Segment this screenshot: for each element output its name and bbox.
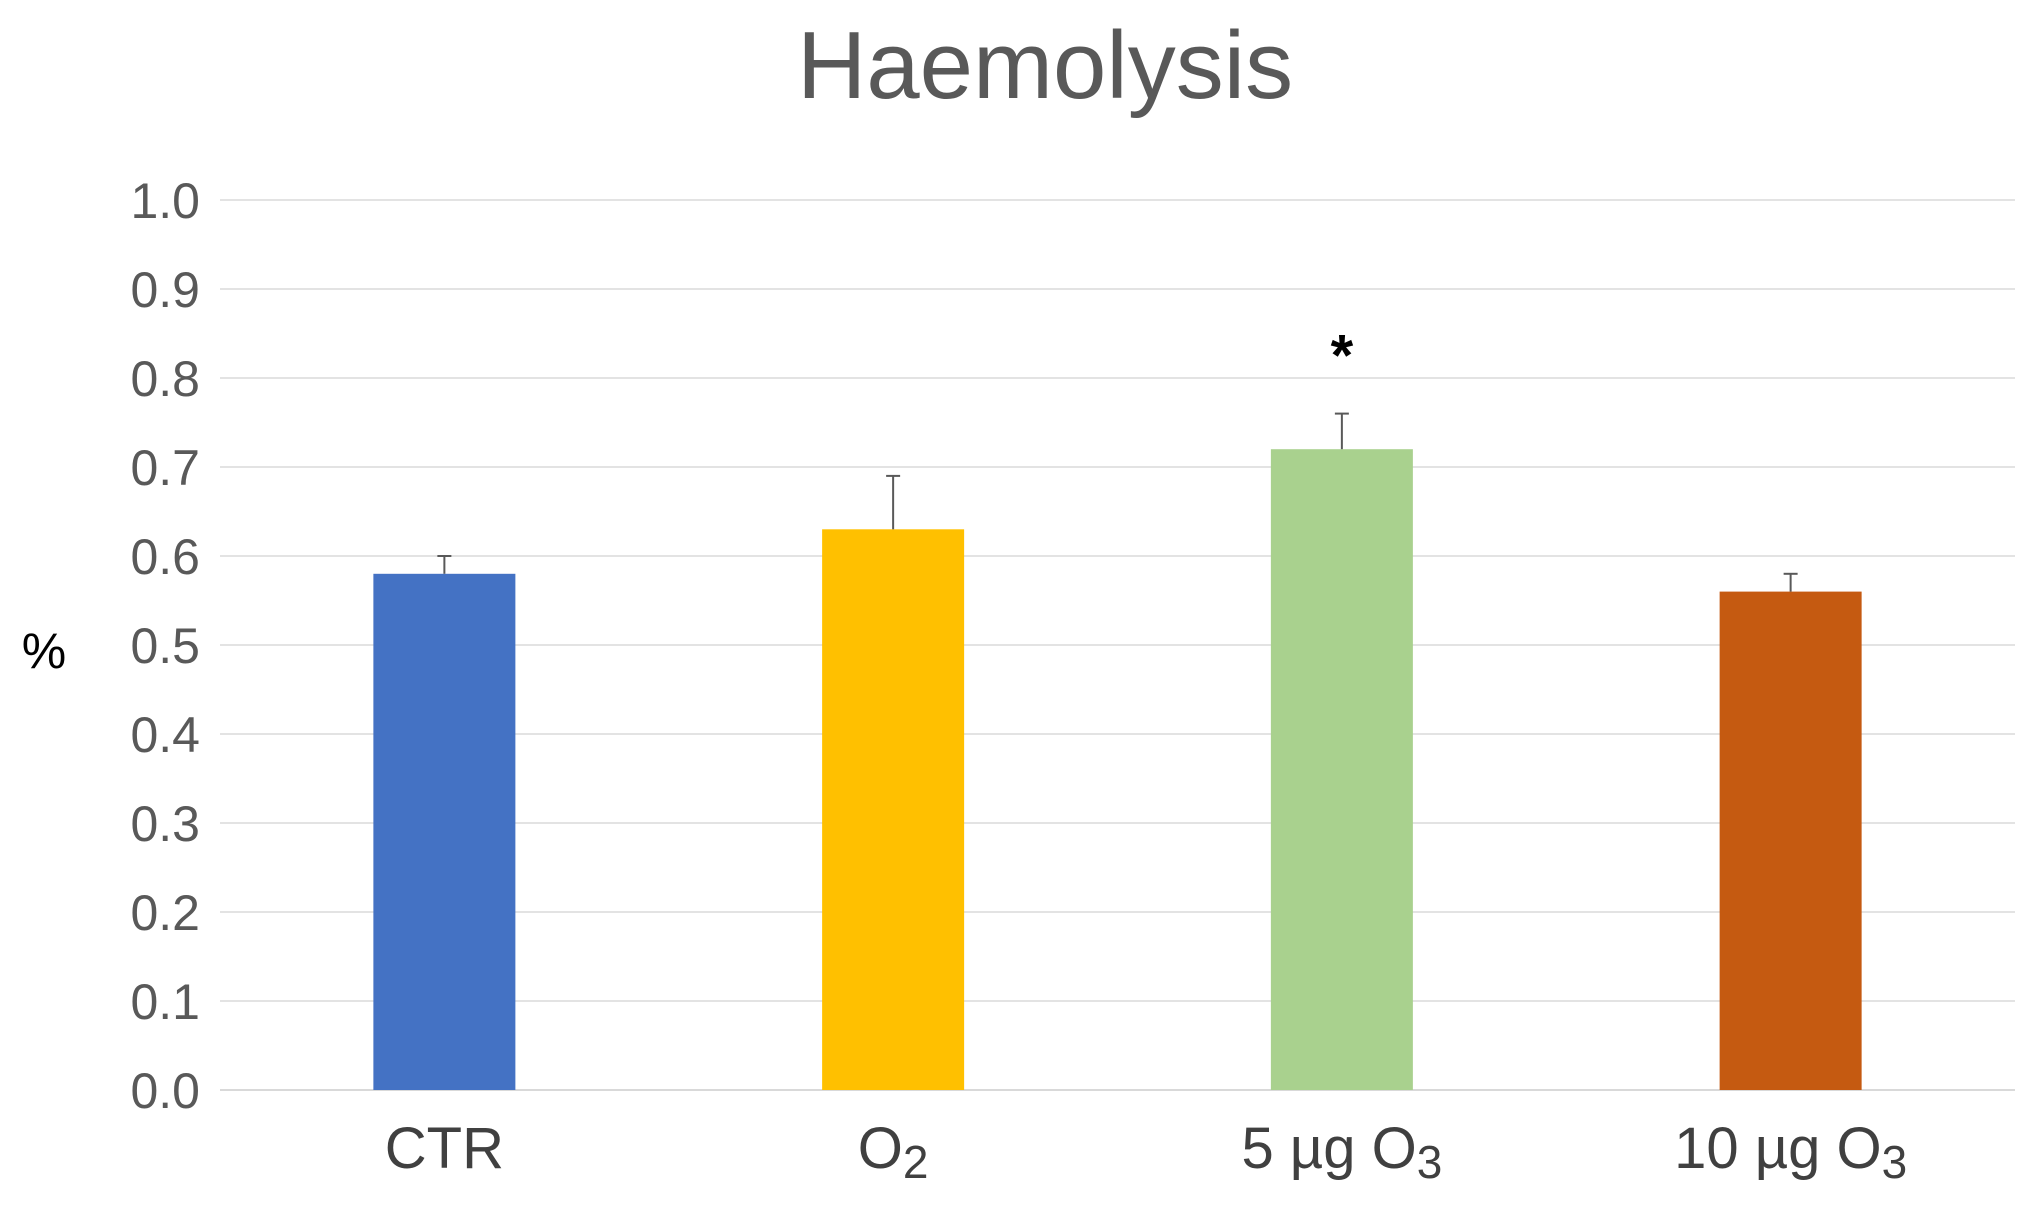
error-bar [1334, 412, 1349, 450]
error-bars [437, 412, 1798, 592]
y-tick-label: 0.9 [130, 262, 200, 318]
bar [1270, 449, 1413, 1090]
bar [373, 573, 516, 1090]
x-tick-label: O2 [858, 1116, 929, 1188]
bar [822, 529, 965, 1090]
y-tick-label: 0.6 [130, 529, 200, 585]
error-bar [437, 555, 452, 574]
x-axis-ticks: CTR O2 5 µg O3 10 µg O3 [385, 1116, 1907, 1188]
bar [1719, 591, 1862, 1090]
y-tick-label: 0.0 [130, 1063, 200, 1119]
y-tick-label: 0.8 [130, 351, 200, 407]
y-tick-label: 0.1 [130, 974, 200, 1030]
y-axis-label: % [22, 623, 66, 679]
gridlines [220, 199, 2015, 1091]
x-tick-label: 10 µg O3 [1674, 1116, 1907, 1188]
error-bar [1783, 572, 1798, 592]
y-tick-label: 0.3 [130, 796, 200, 852]
y-tick-label: 1.0 [130, 173, 200, 229]
y-tick-label: 0.7 [130, 440, 200, 496]
annotations: * [1331, 324, 1354, 389]
x-tick-label: CTR [385, 1116, 504, 1181]
error-bar [886, 474, 901, 530]
x-tick-label: 5 µg O3 [1241, 1116, 1442, 1188]
bars [373, 449, 1862, 1090]
y-tick-label: 0.4 [130, 707, 200, 763]
y-axis-ticks: 0.0 0.1 0.2 0.3 0.4 0.5 0.6 0.7 0.8 0.9 1.0 [130, 173, 200, 1119]
chart-title: Haemolysis [797, 12, 1293, 119]
y-tick-label: 0.2 [130, 885, 200, 941]
significance-marker: * [1331, 324, 1354, 389]
y-tick-label: 0.5 [130, 618, 200, 674]
